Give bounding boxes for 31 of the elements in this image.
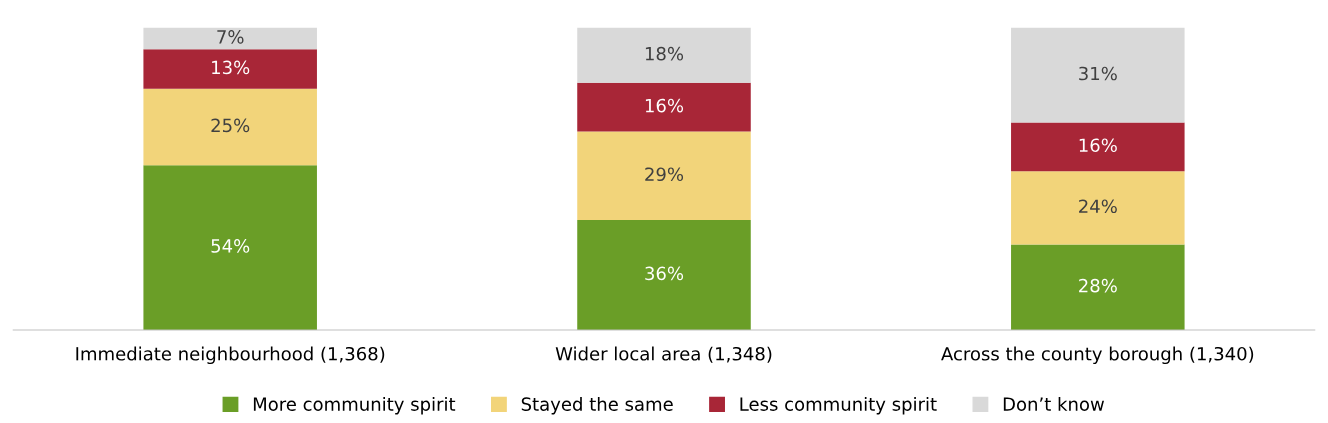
x-tick-label: Immediate neighbourhood (1,368) — [76, 346, 385, 365]
legend-label: Stayed the same — [521, 396, 673, 415]
legend-label: More community spirit — [253, 396, 456, 415]
data-label: 31% — [1079, 66, 1117, 81]
data-label: 25% — [211, 118, 250, 133]
data-label: 16% — [1079, 138, 1117, 153]
bar — [577, 27, 751, 83]
data-label: 29% — [645, 167, 684, 182]
bar — [1011, 27, 1185, 123]
bar — [1011, 171, 1185, 245]
data-label: 7% — [217, 30, 244, 44]
data-label: 18% — [645, 46, 684, 61]
bar — [143, 27, 317, 50]
data-label: 13% — [212, 60, 250, 75]
data-label: 28% — [1079, 278, 1117, 293]
data-label: 16% — [645, 98, 684, 113]
bar — [577, 131, 751, 221]
data-label: 36% — [645, 266, 684, 281]
data-label: 24% — [1079, 199, 1117, 214]
x-tick-label: Across the county borough (1,340) — [941, 346, 1254, 365]
bar — [1011, 122, 1185, 172]
data-label: 54% — [211, 239, 250, 253]
x-tick-label: Wider local area (1,348) — [555, 346, 772, 363]
legend-label: Less community spirit — [740, 396, 937, 415]
bar — [1011, 244, 1185, 330]
bar — [577, 82, 751, 132]
legend-label: Don’t know — [1003, 396, 1104, 411]
bar — [143, 88, 317, 166]
bar — [577, 220, 751, 330]
bar — [143, 49, 317, 89]
bar — [143, 165, 317, 330]
